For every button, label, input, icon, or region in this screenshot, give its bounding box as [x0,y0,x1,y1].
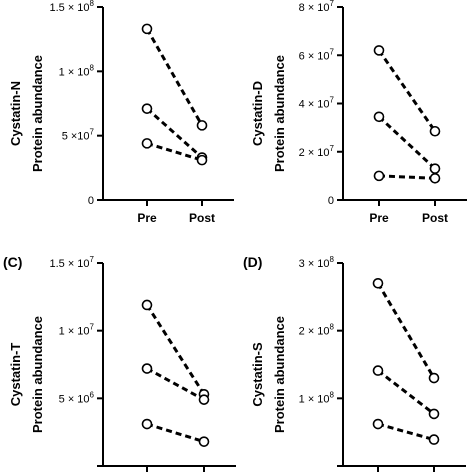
x-tick-label: Pre [369,211,389,225]
data-point-pre [373,170,385,182]
y-tick-label: 5 × 106 [59,390,95,405]
y-tick-label: 6 × 107 [299,47,335,62]
y-axis-title-protein: Cystatin-S [250,342,265,407]
data-point-pre [141,299,153,311]
chart-panel-2: 0 2 × 107 4 × 107 6 × 107 8 × 107 Pre Post Cyst… [250,0,467,225]
y-axis-title-protein: Cystatin-N [8,81,23,146]
data-point-post [428,408,440,420]
y-tick-label: 4 × 107 [299,96,335,111]
data-point-pre [141,23,153,35]
data-point-post [428,372,440,384]
panel-letter: (C) [3,254,22,270]
series-line-1 [145,28,204,127]
chart-panel-4: 1 × 108 2 × 108 3 × 108 Cystatin-S Protein a… [243,254,466,472]
series-line-3 [146,422,205,444]
chart-panel-1: 0 5 ×107 1 × 108 1.5 × 108 Pre Post Cystatin-N… [8,0,234,225]
data-point-pre [141,363,153,374]
series-line-2 [377,115,437,170]
data-point-pre [141,103,153,114]
data-point-pre [141,418,153,430]
data-point-pre [372,365,384,376]
data-point-pre [372,418,384,430]
data-point-post [429,172,441,184]
series-line-1 [377,49,437,133]
y-axis-title-protein: Cystatin-T [8,343,23,407]
y-tick-label: 1 × 107 [59,323,95,338]
y-axis-title-measure: Protein abundance [272,55,287,172]
y-tick-label: 1 × 108 [299,390,335,405]
y-tick-label: 0 [88,195,94,207]
data-point-post [196,120,208,131]
data-point-pre [141,138,153,149]
series-line-3 [378,174,436,180]
y-tick-label: 5 ×107 [62,128,95,143]
y-tick-label: 0 [328,195,334,207]
data-point-pre [373,111,385,123]
y-axis-title-measure: Protein abundance [272,316,287,433]
y-tick-label: 1.5 × 108 [49,0,94,14]
data-point-post [198,436,210,447]
series-line-1 [145,304,206,396]
chart-panel-3: 5 × 106 1 × 107 1.5 × 107 Cystatin-T Protein… [3,254,236,472]
y-tick-label: 2 × 107 [299,144,335,159]
y-tick-label: 2 × 108 [299,323,335,338]
y-tick-label: 8 × 107 [299,0,335,14]
x-tick-label: Pre [137,211,157,225]
panel-letter: (D) [243,254,262,270]
data-point-post [429,125,441,137]
y-axis-title-measure: Protein abundance [30,316,45,433]
y-tick-label: 1 × 108 [59,63,95,78]
data-point-pre [372,277,384,289]
data-point-post [429,163,441,174]
y-axis-title-measure: Protein abundance [30,55,45,172]
y-tick-label: 1.5 × 107 [49,255,94,270]
series-line-2 [146,107,203,159]
data-point-post [196,154,208,166]
series-line-3 [377,422,435,442]
x-tick-label: Post [422,211,448,225]
data-point-pre [373,45,385,56]
x-tick-label: Post [189,211,215,225]
series-line-2 [377,369,435,416]
series-line-1 [376,282,436,379]
y-tick-label: 3 × 108 [299,255,335,270]
data-point-post [428,434,440,445]
series-line-2 [146,367,205,402]
data-point-post [198,394,210,405]
y-axis-title-protein: Cystatin-D [250,81,265,146]
